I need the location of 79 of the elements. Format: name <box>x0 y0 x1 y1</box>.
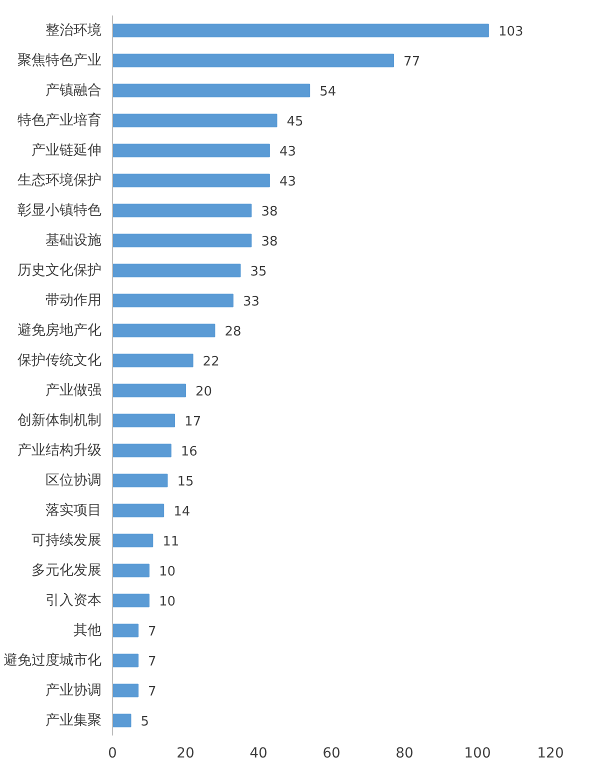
x-tick-label: 100 <box>464 746 491 762</box>
y-tick-label: 带动作用 <box>46 292 102 308</box>
data-label: 17 <box>184 414 202 430</box>
bar <box>112 204 252 218</box>
y-tick-label: 可持续发展 <box>32 532 102 548</box>
bar <box>112 174 270 188</box>
y-tick-label: 其他 <box>74 622 102 638</box>
y-tick-label: 创新体制机制 <box>18 412 102 428</box>
y-tick-label: 区位协调 <box>46 472 102 488</box>
bar <box>112 234 252 248</box>
y-tick-label: 生态环境保护 <box>18 172 102 188</box>
data-label: 103 <box>498 24 524 40</box>
y-tick-label: 整治环境 <box>46 22 102 38</box>
data-label: 7 <box>148 684 156 700</box>
data-label: 43 <box>279 174 296 190</box>
y-tick-label: 历史文化保护 <box>18 262 102 278</box>
bar <box>112 324 216 338</box>
bar <box>112 684 139 698</box>
bar <box>112 624 139 638</box>
bar <box>112 414 176 428</box>
bar <box>112 84 310 98</box>
data-label: 10 <box>159 564 176 580</box>
bar <box>112 354 194 368</box>
data-label: 16 <box>180 444 198 460</box>
data-label: 38 <box>261 234 278 250</box>
y-tick-label: 彰显小镇特色 <box>18 202 102 218</box>
data-label: 38 <box>261 204 278 220</box>
bar <box>112 444 172 458</box>
data-label: 5 <box>140 714 150 730</box>
data-label: 33 <box>242 294 260 310</box>
bar <box>112 264 241 278</box>
bar <box>112 114 278 128</box>
bar <box>112 54 394 68</box>
x-tick-label: 120 <box>537 746 564 762</box>
data-label: 7 <box>148 654 156 670</box>
data-label: 20 <box>196 384 212 400</box>
y-tick-label: 多元化发展 <box>32 562 102 578</box>
data-label: 22 <box>202 354 220 370</box>
y-tick-label: 保护传统文化 <box>18 352 102 368</box>
y-tick-label: 避免过度城市化 <box>4 652 102 668</box>
bar <box>112 504 164 518</box>
bar <box>112 384 186 398</box>
data-label: 14 <box>174 504 190 520</box>
y-tick-label: 产业做强 <box>46 382 102 398</box>
y-tick-label: 产镇融合 <box>46 82 102 98</box>
data-label: 54 <box>320 84 336 100</box>
data-label: 15 <box>177 474 194 490</box>
data-label: 10 <box>159 594 176 610</box>
data-label: 77 <box>404 54 420 70</box>
data-label: 28 <box>224 324 242 340</box>
y-tick-label: 引入资本 <box>46 592 102 608</box>
data-label: 11 <box>162 534 180 550</box>
data-label: 7 <box>148 624 156 640</box>
data-label: 43 <box>279 144 296 160</box>
y-tick-label: 产业集聚 <box>46 712 102 728</box>
y-tick-label: 基础设施 <box>46 232 102 248</box>
bar <box>112 714 132 728</box>
x-tick-label: 20 <box>176 746 194 762</box>
y-tick-label: 聚焦特色产业 <box>18 52 102 68</box>
y-tick-label: 避免房地产化 <box>18 322 102 338</box>
data-label: 45 <box>286 114 304 130</box>
bar <box>112 594 150 608</box>
x-tick-label: 80 <box>396 746 414 762</box>
y-tick-label: 落实项目 <box>46 502 102 518</box>
bar <box>112 24 489 38</box>
bar <box>112 654 139 668</box>
x-tick-label: 60 <box>322 746 340 762</box>
y-tick-label: 产业结构升级 <box>18 442 102 458</box>
bar <box>112 294 234 308</box>
bar <box>112 474 168 488</box>
bar <box>112 534 154 548</box>
y-tick-label: 产业链延伸 <box>32 142 102 158</box>
x-tick-label: 0 <box>108 746 117 762</box>
y-tick-label: 特色产业培育 <box>18 112 102 128</box>
y-tick-label: 产业协调 <box>46 682 102 698</box>
data-label: 35 <box>250 264 267 280</box>
x-tick-label: 40 <box>250 746 268 762</box>
bar <box>112 564 150 578</box>
bar <box>112 144 270 158</box>
